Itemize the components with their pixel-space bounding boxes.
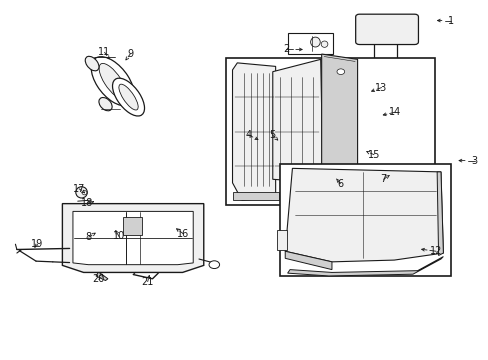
Ellipse shape xyxy=(119,84,138,110)
Text: 17: 17 xyxy=(73,184,85,194)
Ellipse shape xyxy=(208,261,219,269)
Polygon shape xyxy=(232,63,275,201)
Ellipse shape xyxy=(112,78,144,116)
Text: 9: 9 xyxy=(127,49,133,59)
Ellipse shape xyxy=(82,190,87,195)
Text: 11: 11 xyxy=(98,47,110,57)
Text: 16: 16 xyxy=(177,229,189,239)
Text: 18: 18 xyxy=(81,198,93,208)
Ellipse shape xyxy=(336,69,344,75)
Polygon shape xyxy=(436,172,443,256)
Polygon shape xyxy=(62,204,203,273)
Ellipse shape xyxy=(321,41,327,48)
Text: 15: 15 xyxy=(367,150,379,159)
Text: 8: 8 xyxy=(85,232,92,242)
FancyBboxPatch shape xyxy=(355,14,418,45)
Bar xyxy=(226,58,434,205)
Text: 12: 12 xyxy=(429,246,442,256)
Text: 5: 5 xyxy=(268,130,275,140)
Polygon shape xyxy=(96,273,108,280)
Bar xyxy=(233,192,278,201)
Text: 21: 21 xyxy=(141,276,154,287)
Text: 20: 20 xyxy=(92,274,105,284)
Text: 14: 14 xyxy=(388,107,400,117)
Text: 1: 1 xyxy=(447,15,453,26)
Bar xyxy=(287,32,332,54)
Ellipse shape xyxy=(85,56,99,71)
Text: 2: 2 xyxy=(283,45,289,54)
Text: 19: 19 xyxy=(31,239,43,249)
Bar xyxy=(123,217,142,235)
Bar xyxy=(276,230,286,249)
Bar xyxy=(280,164,449,276)
Ellipse shape xyxy=(336,170,344,175)
Polygon shape xyxy=(287,257,443,276)
Polygon shape xyxy=(285,251,331,270)
Ellipse shape xyxy=(310,37,320,47)
Polygon shape xyxy=(285,168,443,262)
Polygon shape xyxy=(321,54,357,193)
Text: 6: 6 xyxy=(337,179,343,189)
Ellipse shape xyxy=(99,63,126,99)
Ellipse shape xyxy=(99,98,112,111)
Text: 3: 3 xyxy=(470,156,477,166)
Text: 10: 10 xyxy=(113,231,125,242)
Ellipse shape xyxy=(76,187,87,198)
Text: 4: 4 xyxy=(245,130,251,140)
Text: 13: 13 xyxy=(375,82,387,93)
Polygon shape xyxy=(272,59,323,183)
Polygon shape xyxy=(73,211,193,265)
Ellipse shape xyxy=(91,57,134,106)
Text: 7: 7 xyxy=(380,174,386,184)
